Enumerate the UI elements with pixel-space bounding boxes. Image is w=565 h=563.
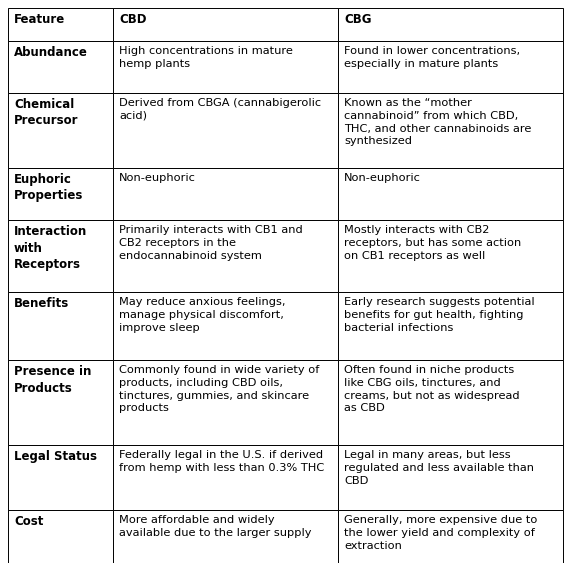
Bar [8,360,113,445]
Text: Derived from CBGA (cannabigerolic
acid): Derived from CBGA (cannabigerolic acid) [119,98,321,121]
Text: Legal in many areas, but less
regulated and less available than
CBD: Legal in many areas, but less regulated … [344,450,534,486]
Bar [338,41,563,93]
Bar [8,93,113,168]
Text: Found in lower concentrations,
especially in mature plants: Found in lower concentrations, especiall… [344,46,520,69]
Bar [338,93,563,168]
Text: Chemical
Precursor: Chemical Precursor [14,98,79,127]
Text: Commonly found in wide variety of
products, including CBD oils,
tinctures, gummi: Commonly found in wide variety of produc… [119,365,319,413]
Bar [8,41,113,93]
Text: Primarily interacts with CB1 and
CB2 receptors in the
endocannabinoid system: Primarily interacts with CB1 and CB2 rec… [119,225,303,261]
Text: Cost: Cost [14,515,44,528]
Text: Mostly interacts with CB2
receptors, but has some action
on CB1 receptors as wel: Mostly interacts with CB2 receptors, but… [344,225,521,261]
Bar [113,292,338,360]
Bar [8,220,113,292]
Text: Legal Status: Legal Status [14,450,97,463]
Bar [338,220,563,292]
Text: Federally legal in the U.S. if derived
from hemp with less than 0.3% THC: Federally legal in the U.S. if derived f… [119,450,324,473]
Bar [113,510,338,563]
Bar [8,292,113,360]
Text: CBD: CBD [119,13,146,26]
Text: Abundance: Abundance [14,46,88,59]
Text: Euphoric
Properties: Euphoric Properties [14,173,84,203]
Text: Known as the “mother
cannabinoid” from which CBD,
THC, and other cannabinoids ar: Known as the “mother cannabinoid” from w… [344,98,531,146]
Text: High concentrations in mature
hemp plants: High concentrations in mature hemp plant… [119,46,293,69]
Text: Presence in
Products: Presence in Products [14,365,92,395]
Bar [8,445,113,510]
Text: More affordable and widely
available due to the larger supply: More affordable and widely available due… [119,515,311,538]
Text: May reduce anxious feelings,
manage physical discomfort,
improve sleep: May reduce anxious feelings, manage phys… [119,297,285,333]
Bar [8,8,113,41]
Bar [338,168,563,220]
Text: Often found in niche products
like CBG oils, tinctures, and
creams, but not as w: Often found in niche products like CBG o… [344,365,520,413]
Bar [8,168,113,220]
Text: Interaction
with
Receptors: Interaction with Receptors [14,225,87,271]
Text: CBG: CBG [344,13,372,26]
Text: Feature: Feature [14,13,65,26]
Bar [113,8,338,41]
Bar [113,41,338,93]
Bar [113,360,338,445]
Text: Generally, more expensive due to
the lower yield and complexity of
extraction: Generally, more expensive due to the low… [344,515,537,551]
Bar [338,510,563,563]
Bar [338,8,563,41]
Bar [338,360,563,445]
Bar [113,168,338,220]
Bar [8,510,113,563]
Text: Benefits: Benefits [14,297,69,310]
Bar [113,445,338,510]
Text: Early research suggests potential
benefits for gut health, fighting
bacterial in: Early research suggests potential benefi… [344,297,534,333]
Bar [338,292,563,360]
Bar [113,220,338,292]
Text: Non-euphoric: Non-euphoric [344,173,421,183]
Bar [113,93,338,168]
Bar [338,445,563,510]
Text: Non-euphoric: Non-euphoric [119,173,196,183]
